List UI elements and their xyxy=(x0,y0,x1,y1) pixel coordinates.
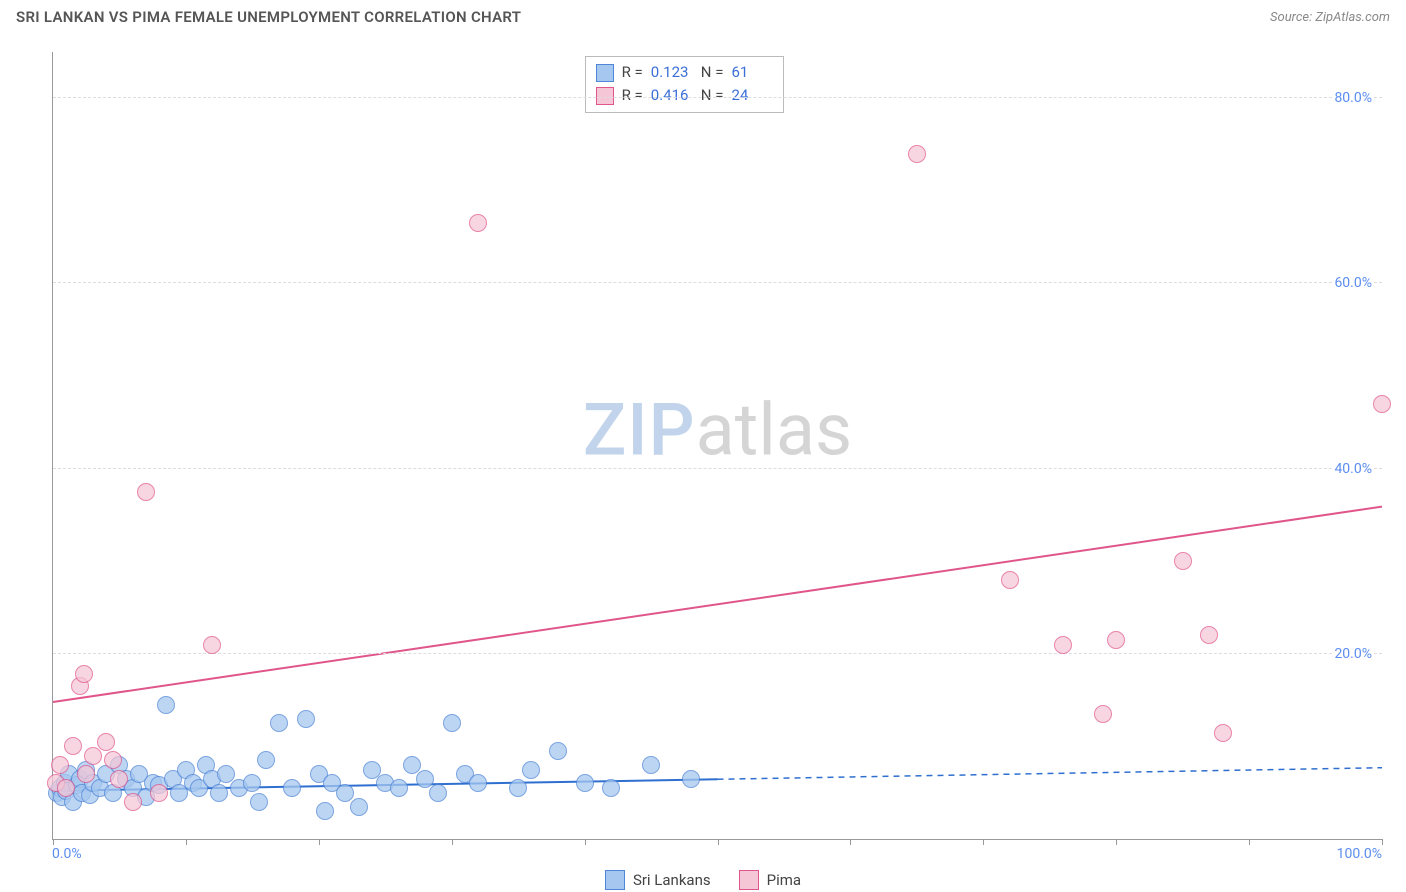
n-value: 24 xyxy=(731,84,773,107)
watermark-left: ZIP xyxy=(583,387,696,472)
watermark-right: atlas xyxy=(696,387,853,472)
legend-swatch xyxy=(739,870,759,890)
data-point xyxy=(576,774,594,792)
data-point xyxy=(64,737,82,755)
r-label: R = xyxy=(622,84,643,107)
x-tick xyxy=(186,839,187,845)
data-point xyxy=(642,756,660,774)
x-tick xyxy=(718,839,719,845)
x-tick xyxy=(1116,839,1117,845)
watermark: ZIPatlas xyxy=(583,387,852,472)
legend-item: Pima xyxy=(739,870,801,890)
data-point xyxy=(75,665,93,683)
data-point xyxy=(250,793,268,811)
x-tick xyxy=(319,839,320,845)
x-tick xyxy=(1382,839,1383,845)
data-point xyxy=(104,751,122,769)
x-max-label: 100.0% xyxy=(1337,846,1382,862)
plot-area: ZIPatlas R = 0.123 N = 61 R = 0.416 N = 24 20.0… xyxy=(52,52,1382,840)
data-point xyxy=(1094,705,1112,723)
stats-row: R = 0.416 N = 24 xyxy=(596,84,774,107)
data-point xyxy=(1001,571,1019,589)
data-point xyxy=(443,714,461,732)
data-point xyxy=(390,779,408,797)
trend-line xyxy=(53,507,1382,702)
x-tick xyxy=(53,839,54,845)
data-point xyxy=(316,802,334,820)
source-credit: Source: ZipAtlas.com xyxy=(1270,10,1390,25)
trend-lines xyxy=(53,52,1382,839)
data-point xyxy=(1107,631,1125,649)
trend-line-extrapolated xyxy=(718,768,1383,780)
r-value: 0.416 xyxy=(651,84,693,107)
gridline xyxy=(53,97,1382,98)
legend-label: Pima xyxy=(767,871,801,889)
x-tick xyxy=(1249,839,1250,845)
data-point xyxy=(1174,552,1192,570)
legend-swatch xyxy=(596,87,614,105)
x-tick xyxy=(585,839,586,845)
data-point xyxy=(243,774,261,792)
x-tick xyxy=(983,839,984,845)
data-point xyxy=(51,756,69,774)
data-point xyxy=(210,784,228,802)
data-point xyxy=(97,733,115,751)
header: SRI LANKAN VS PIMA FEMALE UNEMPLOYMENT C… xyxy=(0,0,1406,30)
gridline xyxy=(53,282,1382,283)
y-tick-label: 40.0% xyxy=(1332,461,1374,477)
data-point xyxy=(270,714,288,732)
data-point xyxy=(157,696,175,714)
data-point xyxy=(469,214,487,232)
bottom-legend: Sri Lankans Pima xyxy=(0,870,1406,890)
data-point xyxy=(1200,626,1218,644)
r-value: 0.123 xyxy=(651,61,693,84)
data-point xyxy=(469,774,487,792)
stats-legend-box: R = 0.123 N = 61 R = 0.416 N = 24 xyxy=(585,56,785,113)
data-point xyxy=(203,636,221,654)
data-point xyxy=(1214,724,1232,742)
y-tick-label: 80.0% xyxy=(1332,90,1374,106)
r-label: R = xyxy=(622,61,643,84)
n-value: 61 xyxy=(731,61,773,84)
data-point xyxy=(283,779,301,797)
data-point xyxy=(509,779,527,797)
x-tick xyxy=(452,839,453,845)
stats-row: R = 0.123 N = 61 xyxy=(596,61,774,84)
x-axis-labels: 0.0% 100.0% xyxy=(52,846,1382,866)
data-point xyxy=(150,784,168,802)
data-point xyxy=(84,747,102,765)
data-point xyxy=(429,784,447,802)
data-point xyxy=(908,145,926,163)
data-point xyxy=(297,710,315,728)
legend-swatch xyxy=(596,64,614,82)
data-point xyxy=(602,779,620,797)
data-point xyxy=(522,761,540,779)
data-point xyxy=(257,751,275,769)
chart-wrap: Female Unemployment ZIPatlas R =0.123N =… xyxy=(0,36,1406,892)
data-point xyxy=(682,770,700,788)
data-point xyxy=(77,765,95,783)
gridline xyxy=(53,653,1382,654)
x-min-label: 0.0% xyxy=(52,846,82,862)
data-point xyxy=(110,770,128,788)
legend-label: Sri Lankans xyxy=(633,871,711,889)
data-point xyxy=(1054,636,1072,654)
x-tick xyxy=(850,839,851,845)
n-label: N = xyxy=(701,61,724,84)
data-point xyxy=(57,779,75,797)
data-point xyxy=(137,483,155,501)
data-point xyxy=(124,793,142,811)
n-label: N = xyxy=(701,84,724,107)
data-point xyxy=(350,798,368,816)
legend-item: Sri Lankans xyxy=(605,870,711,890)
chart-title: SRI LANKAN VS PIMA FEMALE UNEMPLOYMENT C… xyxy=(16,8,521,26)
gridline xyxy=(53,468,1382,469)
data-point xyxy=(1373,395,1391,413)
y-tick-label: 20.0% xyxy=(1332,646,1374,662)
legend-swatch xyxy=(605,870,625,890)
data-point xyxy=(549,742,567,760)
y-tick-label: 60.0% xyxy=(1332,275,1374,291)
